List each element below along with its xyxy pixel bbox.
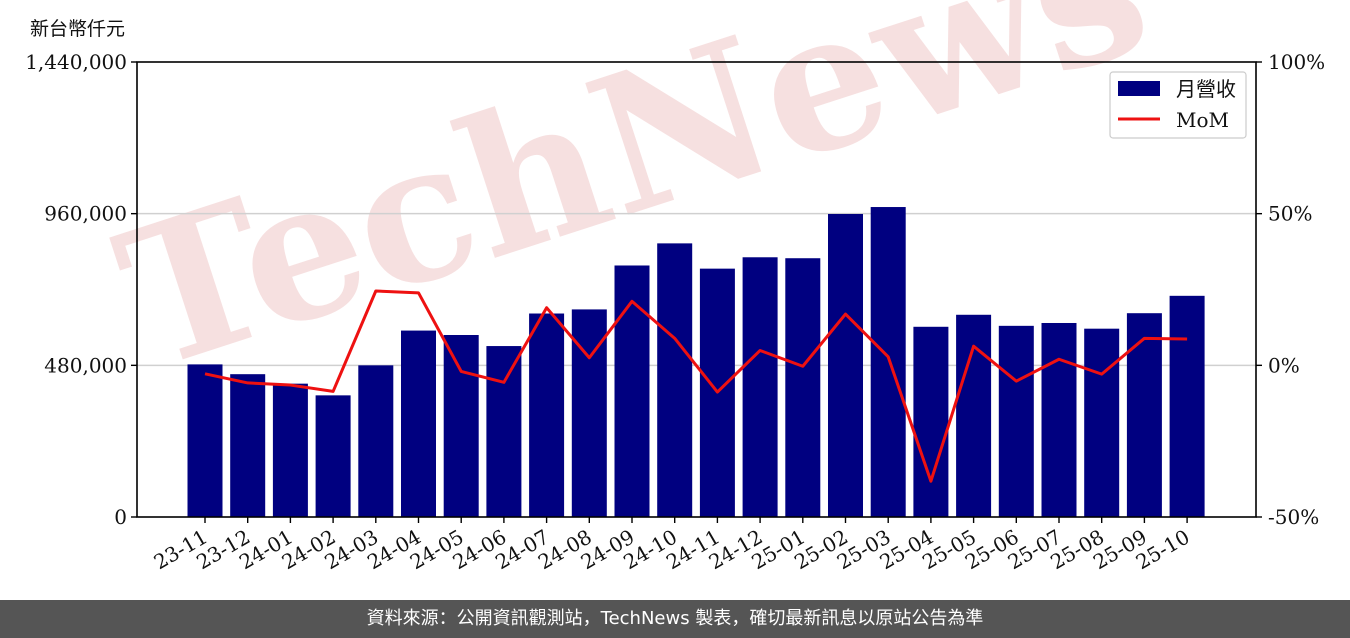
revenue-bar (272, 383, 308, 517)
revenue-bar (1041, 322, 1077, 517)
revenue-bar (870, 207, 906, 517)
y-right-tick-label: 100% (1268, 50, 1325, 74)
y-left-tick-label: 1,440,000 (25, 50, 127, 74)
revenue-bar (1126, 313, 1162, 517)
revenue-bar (1169, 295, 1205, 517)
mom-series (204, 289, 1188, 483)
legend-bar-swatch (1118, 81, 1160, 96)
revenue-bar (913, 326, 949, 517)
y-right-tick-label: -50% (1268, 505, 1319, 529)
revenue-bar (785, 258, 821, 517)
y-left-tick-label: 0 (114, 505, 127, 529)
plot-frame (136, 61, 1257, 518)
revenue-bar (529, 313, 565, 517)
bar-series (187, 207, 1205, 518)
y-right-tick-label: 50% (1268, 202, 1312, 226)
revenue-bar (998, 325, 1034, 517)
revenue-bar (315, 395, 351, 517)
revenue-bar (657, 243, 693, 518)
revenue-bar (230, 374, 266, 517)
revenue-bar (401, 330, 436, 517)
y-right-tick-label: 0% (1268, 353, 1300, 377)
revenue-bar (742, 257, 778, 517)
legend-label-revenue: 月營收 (1176, 77, 1236, 101)
y-left-tick-label: 960,000 (44, 202, 127, 226)
revenue-bar (614, 265, 650, 517)
revenue-bar (828, 213, 863, 517)
revenue-bar (187, 364, 223, 517)
revenue-bar (1084, 328, 1120, 517)
source-footer: 資料來源：公開資訊觀測站，TechNews 製表，確切最新訊息以原站公告為準 (0, 600, 1350, 638)
legend-label-mom: MoM (1176, 108, 1229, 132)
revenue-bar (443, 335, 479, 517)
unit-label: 新台幣仟元 (30, 18, 126, 40)
revenue-bar (486, 346, 522, 517)
mom-line (204, 289, 1188, 483)
legend: 月營收 MoM (1109, 71, 1247, 139)
y-left-tick-label: 480,000 (44, 353, 127, 377)
revenue-bar (358, 365, 394, 517)
